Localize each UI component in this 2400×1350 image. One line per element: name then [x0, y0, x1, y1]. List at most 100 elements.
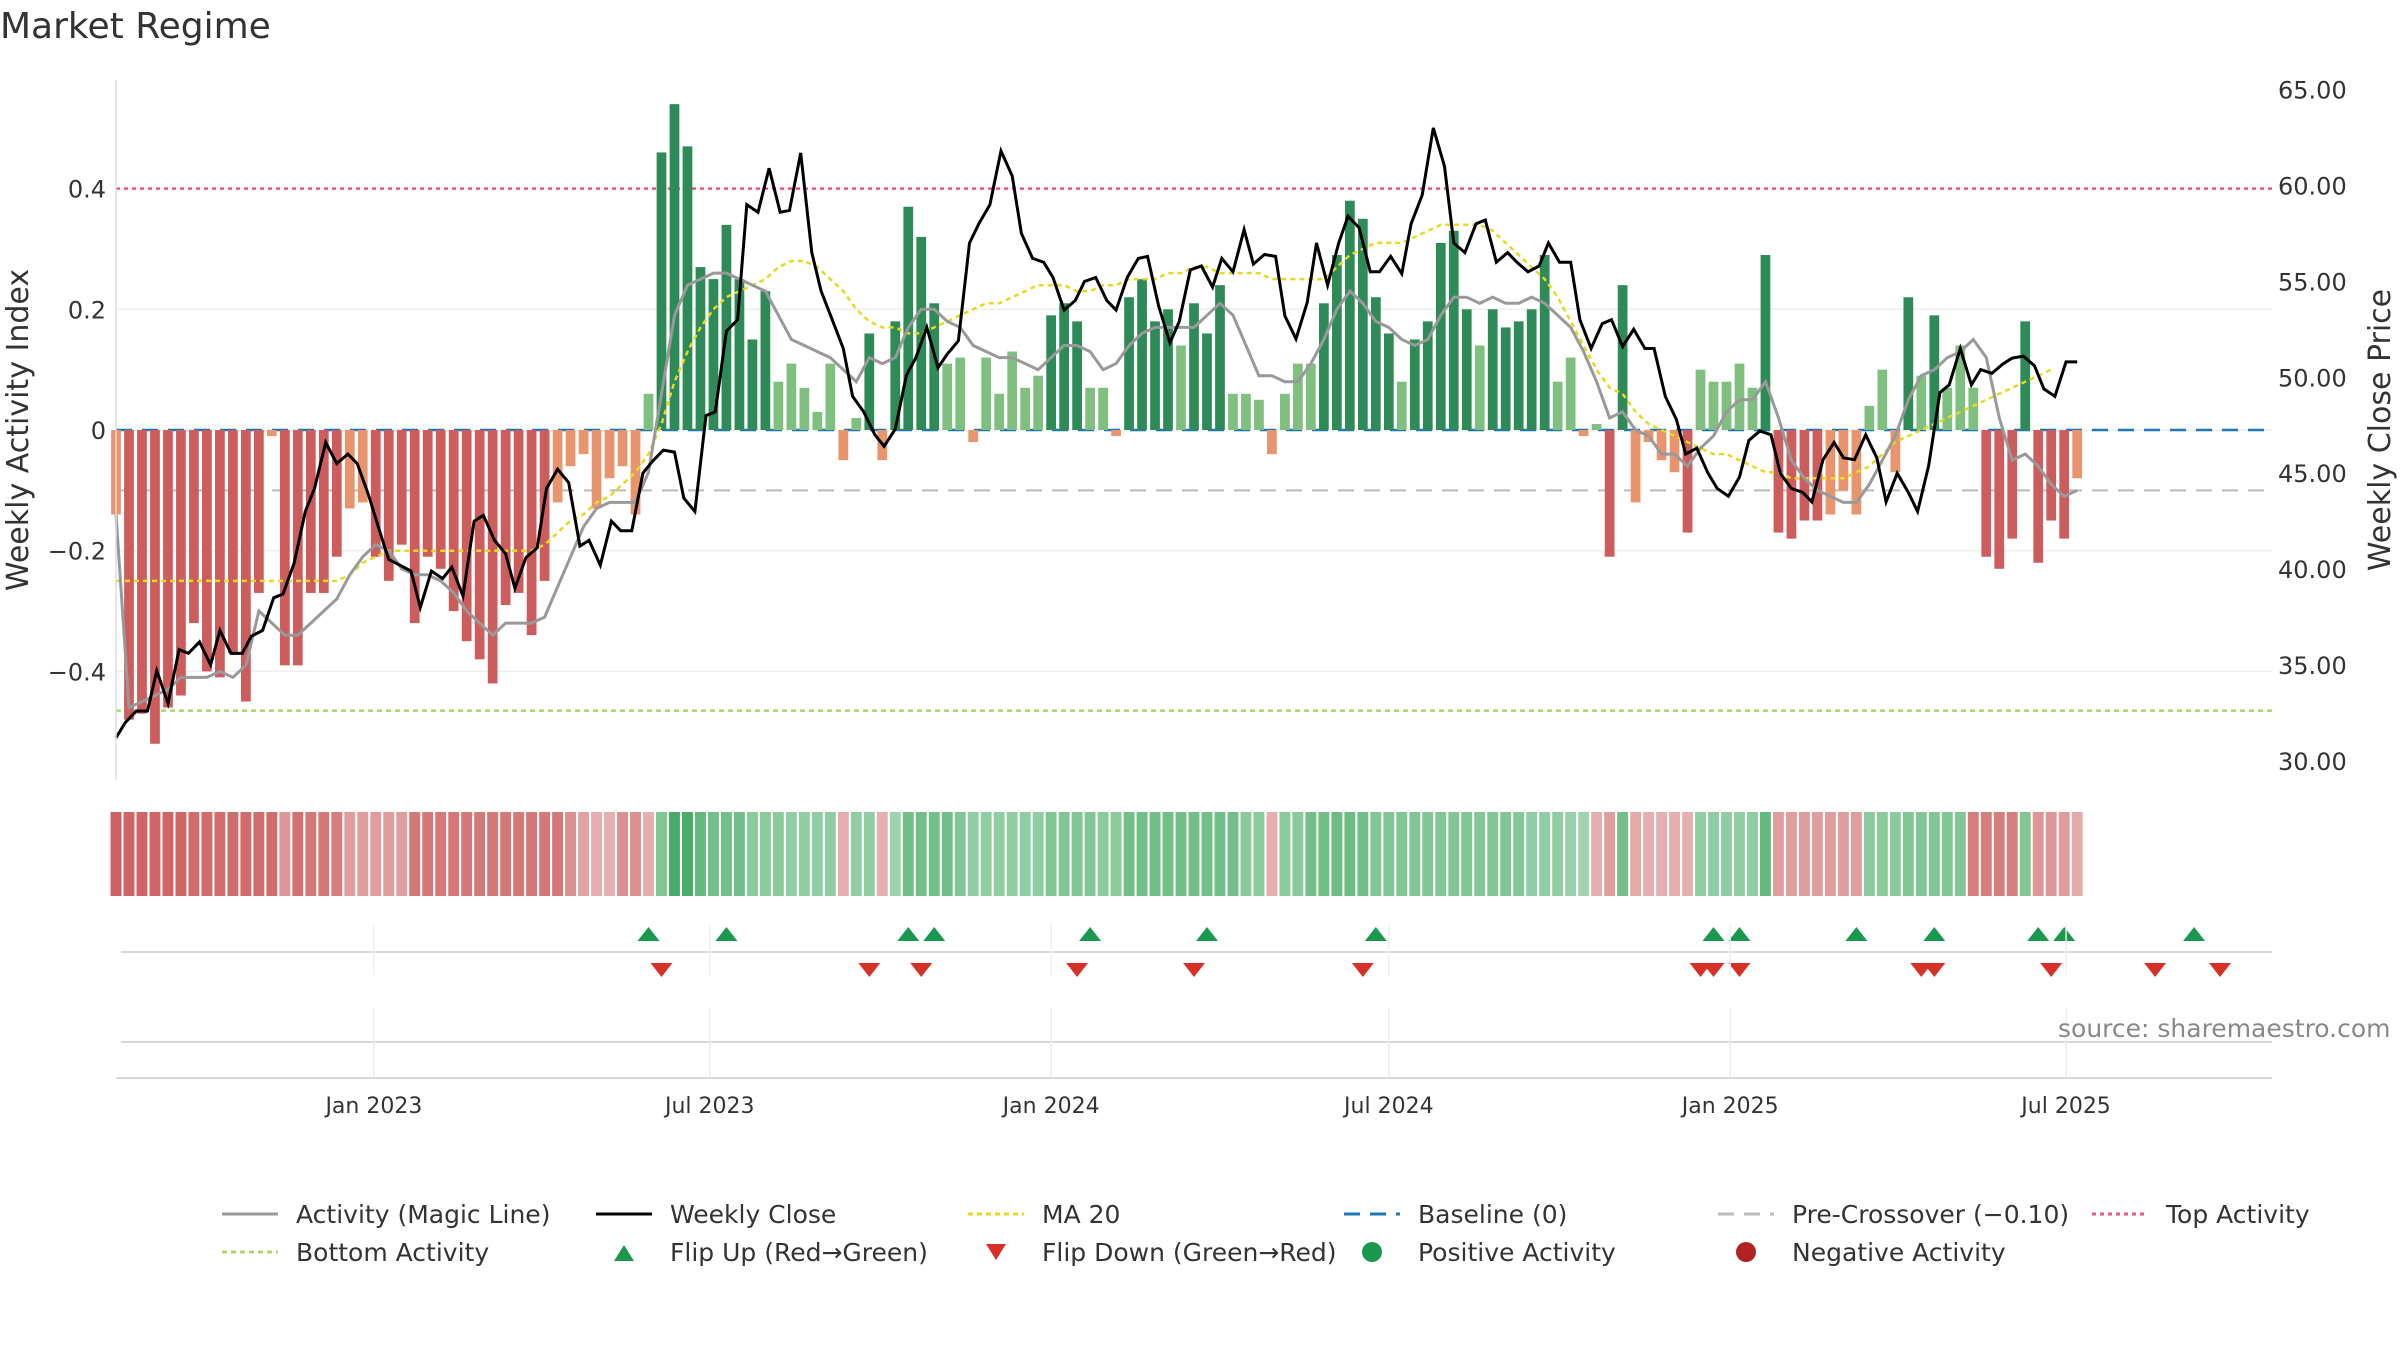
activity-bar: [1487, 309, 1498, 430]
y-tick-label-right: 30.00: [2278, 748, 2347, 776]
activity-bar: [1033, 375, 1044, 430]
regime-cell: [1383, 812, 1395, 896]
flip-down-marker: [2144, 963, 2167, 977]
regime-cell: [357, 812, 369, 896]
legend-dot: [1736, 1242, 1756, 1262]
regime-cell: [682, 812, 693, 896]
regime-cell: [214, 812, 226, 896]
activity-bar: [643, 393, 654, 430]
activity-bar: [1111, 430, 1121, 437]
legend-item: Flip Down (Green→Red): [966, 1234, 1337, 1270]
activity-bar: [1916, 375, 1927, 430]
legend-label: Top Activity: [2166, 1199, 2310, 1229]
activity-bar: [1799, 430, 1810, 521]
regime-cell: [630, 812, 641, 896]
regime-cell: [954, 812, 966, 896]
activity-bar: [461, 430, 472, 642]
regime-cell: [746, 812, 758, 896]
regime-cell: [1604, 812, 1616, 896]
regime-cell: [1422, 812, 1434, 896]
y-tick-label-right: 60.00: [2278, 172, 2347, 200]
activity-bar: [1747, 387, 1758, 430]
activity-bar: [1578, 430, 1589, 437]
regime-cell: [1747, 812, 1758, 896]
regime-cell: [1526, 812, 1538, 896]
activity-bar: [1994, 430, 2005, 569]
weekly-close-line: [114, 127, 2078, 739]
regime-cell: [1097, 812, 1109, 896]
regime-cell: [941, 812, 953, 896]
regime-cell: [1824, 812, 1836, 896]
x-tick-label: Jul 2024: [1342, 1094, 1434, 1119]
activity-bar: [1163, 309, 1173, 430]
regime-cell: [487, 812, 499, 896]
flip-down-marker: [2209, 963, 2232, 977]
regime-cell: [1253, 812, 1265, 896]
activity-bar: [1760, 255, 1771, 430]
legend-item: MA 20: [966, 1196, 1120, 1232]
activity-bar: [176, 430, 186, 696]
regime-cell: [902, 812, 914, 896]
regime-cell: [1578, 812, 1590, 896]
activity-bar: [1150, 321, 1160, 430]
regime-cell: [1656, 812, 1668, 896]
flip-down-marker: [1702, 963, 1725, 977]
regime-cell: [1110, 812, 1122, 896]
legend-item: Pre-Crossover (−0.10): [1716, 1196, 2069, 1232]
activity-bar: [2072, 430, 2083, 479]
regime-cell: [396, 812, 408, 896]
regime-cell: [837, 812, 849, 896]
chart-title: Market Regime: [0, 6, 271, 47]
legend-label: Pre-Crossover (−0.10): [1792, 1199, 2070, 1229]
regime-cell: [1902, 812, 1914, 896]
regime-cell: [604, 812, 615, 896]
regime-cell: [331, 812, 343, 896]
regime-cell: [422, 812, 434, 896]
legend-dot: [1362, 1242, 1382, 1262]
regime-cell: [2045, 812, 2057, 896]
x-axis: Jan 2023 Jul 2023 Jan 2024 Jul 2024 Jan 2025…: [116, 925, 2272, 1119]
regime-cell: [2032, 812, 2044, 896]
regime-cell: [850, 812, 862, 896]
regime-cell: [720, 812, 732, 896]
activity-bar: [1552, 381, 1563, 430]
y-tick-label-left: 0.4: [68, 176, 106, 204]
legend-item: Flip Up (Red→Green): [594, 1234, 928, 1270]
regime-cell: [1201, 812, 1213, 896]
regime-cell: [1045, 812, 1057, 896]
legend-triangle-up: [614, 1245, 634, 1261]
activity-bar: [1085, 387, 1095, 430]
activity-bar: [305, 430, 316, 593]
flip-up-marker: [2183, 927, 2206, 941]
regime-cell: [1266, 812, 1278, 896]
regime-cell: [344, 812, 356, 896]
regime-cell: [1071, 812, 1083, 896]
legend-label: Positive Activity: [1418, 1237, 1616, 1267]
regime-cell: [1941, 812, 1953, 896]
activity-bar: [124, 430, 134, 720]
activity-magic-line: [114, 271, 2078, 710]
activity-bar: [1903, 297, 1914, 430]
activity-bar: [578, 430, 589, 455]
regime-cell: [1785, 812, 1797, 896]
activity-bar: [526, 430, 537, 636]
regime-cell: [707, 812, 719, 896]
regime-cell: [1889, 812, 1901, 896]
regime-cell: [539, 812, 551, 896]
y-tick-label-left: 0.2: [68, 296, 106, 324]
regime-cell: [1565, 812, 1577, 896]
activity-bar: [1448, 230, 1459, 430]
activity-bar: [370, 430, 381, 557]
flip-down-marker: [2040, 963, 2063, 977]
regime-cell: [1682, 812, 1693, 896]
activity-bar: [1734, 363, 1745, 430]
regime-cell: [1305, 812, 1317, 896]
regime-cell: [266, 812, 278, 896]
activity-bar: [1695, 369, 1706, 430]
regime-cell: [565, 812, 577, 896]
regime-cell: [370, 812, 382, 896]
regime-cell: [474, 812, 486, 896]
legend-swatch: [1344, 1212, 1400, 1216]
activity-bar: [1344, 200, 1355, 430]
